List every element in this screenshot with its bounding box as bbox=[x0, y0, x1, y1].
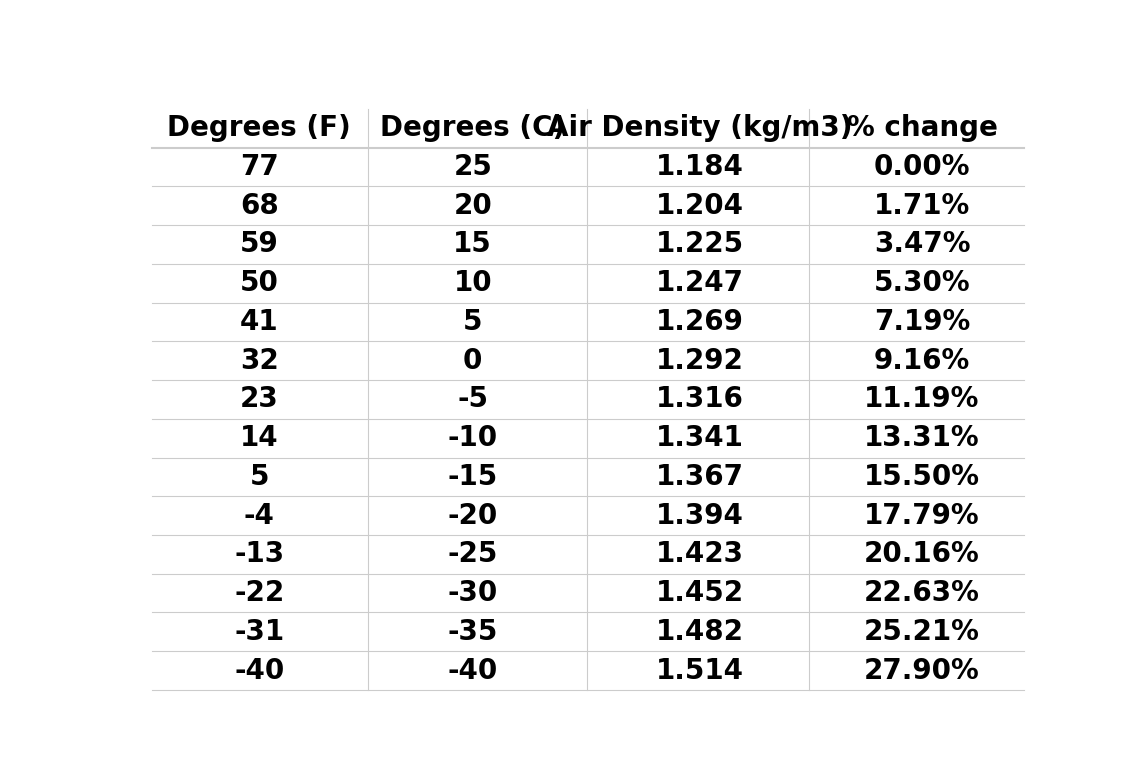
Text: -40: -40 bbox=[448, 657, 498, 684]
Text: 25.21%: 25.21% bbox=[864, 618, 980, 646]
Text: 15: 15 bbox=[453, 231, 492, 259]
Text: 59: 59 bbox=[240, 231, 279, 259]
Text: 77: 77 bbox=[240, 153, 279, 181]
Text: 5: 5 bbox=[463, 308, 482, 336]
Text: -25: -25 bbox=[448, 540, 498, 569]
Text: 1.71%: 1.71% bbox=[874, 192, 970, 220]
Text: 7.19%: 7.19% bbox=[874, 308, 970, 336]
Text: 1.394: 1.394 bbox=[656, 501, 744, 529]
Text: 13.31%: 13.31% bbox=[864, 424, 979, 452]
Text: 20.16%: 20.16% bbox=[864, 540, 980, 569]
Text: -30: -30 bbox=[448, 579, 498, 607]
Text: 27.90%: 27.90% bbox=[864, 657, 980, 684]
Text: 14: 14 bbox=[240, 424, 279, 452]
Text: Air Density (kg/m3): Air Density (kg/m3) bbox=[546, 114, 852, 142]
Text: Degrees (F): Degrees (F) bbox=[168, 114, 351, 142]
Text: Degrees (C): Degrees (C) bbox=[380, 114, 565, 142]
Text: 11.19%: 11.19% bbox=[864, 386, 979, 414]
Text: -10: -10 bbox=[448, 424, 498, 452]
Text: -35: -35 bbox=[448, 618, 498, 646]
Text: 41: 41 bbox=[240, 308, 279, 336]
Text: 1.341: 1.341 bbox=[656, 424, 744, 452]
Text: 1.367: 1.367 bbox=[656, 463, 744, 491]
Text: 1.292: 1.292 bbox=[656, 346, 744, 375]
Text: 25: 25 bbox=[453, 153, 492, 181]
Text: 0: 0 bbox=[463, 346, 482, 375]
Text: -22: -22 bbox=[234, 579, 285, 607]
Text: 15.50%: 15.50% bbox=[864, 463, 980, 491]
Text: 1.514: 1.514 bbox=[656, 657, 744, 684]
Text: -40: -40 bbox=[234, 657, 285, 684]
Text: 32: 32 bbox=[240, 346, 279, 375]
Text: 1.204: 1.204 bbox=[656, 192, 744, 220]
Text: 10: 10 bbox=[453, 269, 492, 297]
Text: 0.00%: 0.00% bbox=[874, 153, 970, 181]
Text: -15: -15 bbox=[448, 463, 498, 491]
Text: 20: 20 bbox=[453, 192, 492, 220]
Text: 1.316: 1.316 bbox=[656, 386, 744, 414]
Text: 9.16%: 9.16% bbox=[874, 346, 970, 375]
Text: 1.269: 1.269 bbox=[656, 308, 744, 336]
Text: 5: 5 bbox=[249, 463, 269, 491]
Text: % change: % change bbox=[846, 114, 998, 142]
Text: -5: -5 bbox=[457, 386, 488, 414]
Text: 1.184: 1.184 bbox=[656, 153, 744, 181]
Text: 1.247: 1.247 bbox=[656, 269, 744, 297]
Text: 23: 23 bbox=[240, 386, 279, 414]
Text: 1.452: 1.452 bbox=[656, 579, 744, 607]
Text: 3.47%: 3.47% bbox=[874, 231, 970, 259]
Text: -20: -20 bbox=[448, 501, 498, 529]
Text: 1.423: 1.423 bbox=[656, 540, 744, 569]
Text: 68: 68 bbox=[240, 192, 279, 220]
Text: 5.30%: 5.30% bbox=[874, 269, 970, 297]
Text: 17.79%: 17.79% bbox=[864, 501, 979, 529]
Text: 50: 50 bbox=[240, 269, 279, 297]
Text: 1.225: 1.225 bbox=[656, 231, 744, 259]
Text: -31: -31 bbox=[234, 618, 285, 646]
Text: 22.63%: 22.63% bbox=[864, 579, 980, 607]
Text: -4: -4 bbox=[243, 501, 274, 529]
Text: -13: -13 bbox=[234, 540, 285, 569]
Text: 1.482: 1.482 bbox=[656, 618, 744, 646]
